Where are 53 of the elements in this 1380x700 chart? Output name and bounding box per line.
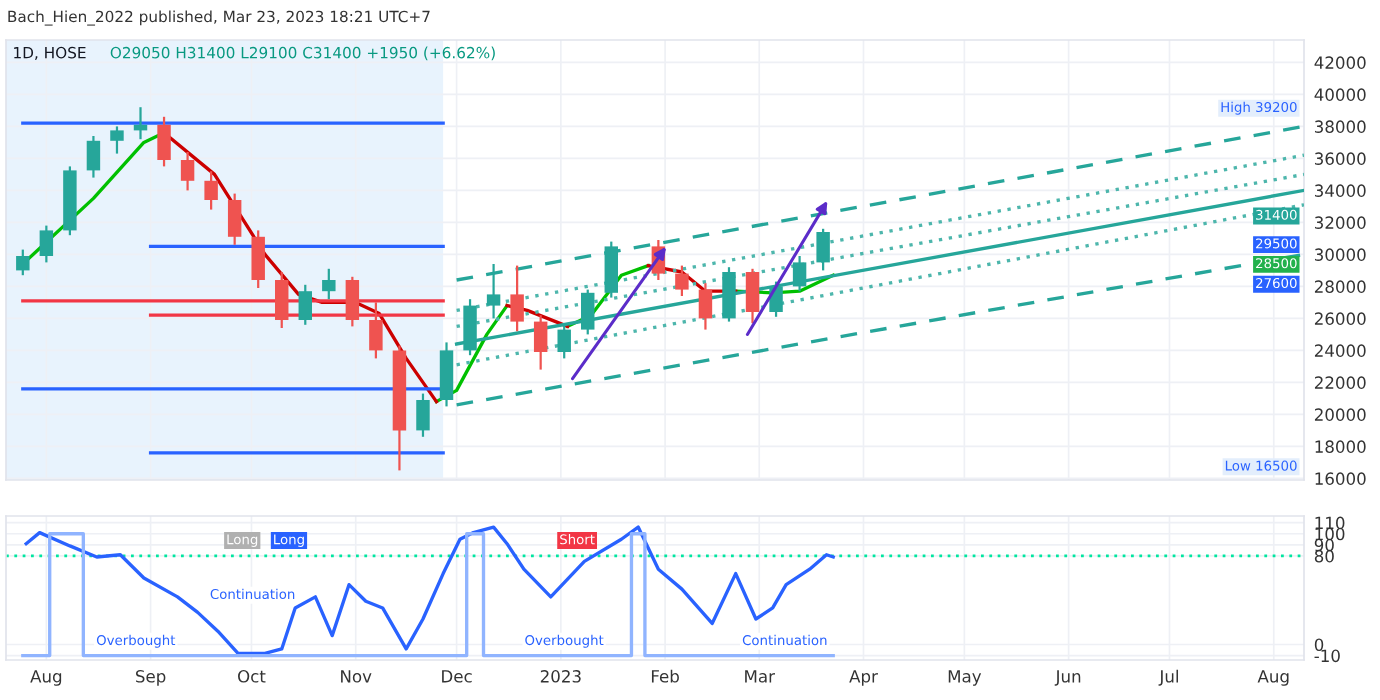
candlestick <box>675 264 689 298</box>
candlestick <box>110 125 124 155</box>
y-tick-label: 26000 <box>1314 312 1366 325</box>
candlestick <box>322 267 336 301</box>
y-tick-label: 32000 <box>1314 216 1366 229</box>
candlestick <box>816 227 830 272</box>
y-tick-label: 36000 <box>1314 152 1366 165</box>
candlestick <box>204 170 218 211</box>
y-tick-label: 38000 <box>1314 120 1366 133</box>
x-tick-label: Sep <box>135 670 166 686</box>
y-tick-label: 42000 <box>1314 56 1366 69</box>
x-tick-label: Apr <box>849 670 878 686</box>
candlestick <box>369 301 383 360</box>
candlestick <box>416 392 430 438</box>
x-tick-label: Mar <box>745 670 775 683</box>
candlestick <box>581 288 595 336</box>
y-tick-label: 20000 <box>1314 408 1366 421</box>
y-tick-label: 40000 <box>1314 88 1366 101</box>
y-tick-label: 0 <box>1314 638 1324 652</box>
candlestick <box>39 224 54 264</box>
x-tick-label: Jul <box>1158 669 1178 686</box>
candlestick <box>157 115 171 168</box>
x-tick-label: Nov <box>341 670 372 683</box>
y-tick-label: 34000 <box>1314 184 1366 197</box>
candlestick <box>251 229 265 290</box>
x-tick-label: Jun <box>1054 670 1081 686</box>
candlestick <box>745 267 760 325</box>
candlestick <box>510 264 524 333</box>
candlestick <box>180 150 195 192</box>
y-tick-label: 18000 <box>1315 440 1366 453</box>
candlestick <box>792 254 807 293</box>
candlestick <box>275 270 289 330</box>
y-tick-label: 30000 <box>1314 248 1366 261</box>
y-tick-label: 28000 <box>1314 280 1366 293</box>
candlestick <box>533 314 548 371</box>
x-tick-label: May <box>948 670 982 686</box>
y-tick-label: 24000 <box>1314 344 1366 357</box>
candlestick <box>227 192 242 246</box>
candlestick <box>86 134 101 179</box>
y-tick-label: -10 <box>1314 649 1340 663</box>
y-tick-label: 22000 <box>1314 376 1366 389</box>
candlestick <box>698 282 713 331</box>
x-tick-label: Dec <box>442 670 472 683</box>
x-tick-label: 2023 <box>540 670 581 683</box>
x-tick-label: Aug <box>1257 670 1289 686</box>
x-tick-label: Feb <box>651 669 679 683</box>
x-tick-label: Oct <box>238 670 266 683</box>
candlestick <box>16 248 30 277</box>
candlestick <box>345 275 360 328</box>
y-tick-label: 16000 <box>1315 472 1366 485</box>
candlestick <box>298 283 313 326</box>
x-tick-label: Aug <box>30 670 62 686</box>
candlestick <box>722 266 736 323</box>
